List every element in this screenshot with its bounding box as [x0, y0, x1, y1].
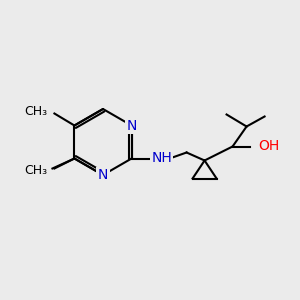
Text: N: N	[98, 168, 108, 182]
Text: CH₃: CH₃	[23, 162, 46, 175]
Text: OH: OH	[259, 140, 280, 154]
Text: CH₃: CH₃	[24, 105, 47, 118]
Text: CH₃: CH₃	[24, 164, 47, 177]
Text: N: N	[126, 118, 137, 133]
Text: NH: NH	[151, 152, 172, 166]
